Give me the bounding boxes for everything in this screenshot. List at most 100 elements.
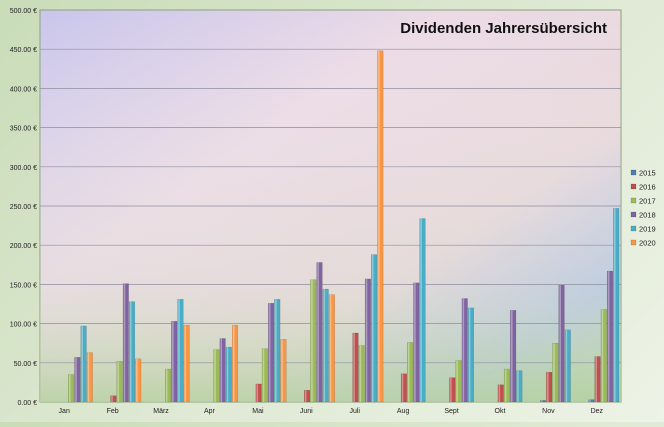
bar-highlight [378, 50, 380, 402]
bar-highlight [420, 218, 422, 402]
bar [358, 345, 365, 403]
bar [328, 294, 335, 403]
bar [497, 384, 504, 403]
bars [68, 50, 620, 403]
bar-highlight [546, 372, 549, 402]
bar [606, 270, 613, 403]
bar [364, 278, 371, 403]
bar-highlight [601, 309, 604, 402]
bar [539, 400, 546, 403]
bar [564, 329, 571, 403]
bar [588, 399, 595, 403]
bar-highlight [111, 395, 113, 402]
bar-highlight [262, 348, 265, 402]
bar-highlight [517, 370, 519, 402]
bar-highlight [553, 343, 555, 402]
bar-highlight [123, 283, 126, 402]
bar-highlight [504, 369, 507, 402]
legend-label: 2020 [639, 239, 656, 248]
bar [68, 374, 75, 403]
x-tick-label: Juni [300, 408, 313, 415]
bar [316, 262, 323, 403]
bar-highlight [323, 289, 326, 402]
y-tick-label: 350.00 € [10, 126, 37, 133]
bar-highlight [468, 307, 471, 402]
x-tick-label: Apr [204, 408, 216, 415]
bar-highlight [365, 278, 368, 402]
x-tick-label: Okt [495, 408, 506, 415]
chart-title: Dividenden Jahrersübersicht [400, 20, 607, 37]
legend-label: 2019 [639, 225, 656, 234]
legend-swatch [630, 183, 637, 190]
bar-highlight [117, 361, 120, 402]
y-tick-label: 100.00 € [10, 322, 37, 329]
x-tick-label: Feb [107, 408, 119, 415]
x-tick-label: Dez [591, 408, 604, 415]
legend-label: 2018 [639, 211, 656, 220]
bar [310, 279, 317, 403]
bar-highlight [450, 377, 452, 402]
bar-highlight [69, 374, 71, 402]
bar-highlight [407, 342, 410, 402]
x-axis-ticks: Jan Feb März Apr Mai Juni Juli Aug Sept Okt Nov Dez [59, 408, 604, 415]
bar [268, 303, 275, 403]
bar-highlight [401, 373, 404, 402]
bar [122, 283, 129, 403]
x-tick-label: Mai [252, 408, 264, 415]
bar-highlight [165, 369, 168, 402]
bar [129, 301, 136, 403]
y-tick-label: 250.00 € [10, 204, 37, 211]
bar-highlight [565, 329, 568, 402]
bar [232, 324, 239, 403]
bar-highlight [178, 299, 180, 402]
legend-swatch [630, 211, 637, 218]
legend-label: 2017 [639, 197, 656, 206]
bar-highlight [304, 390, 307, 402]
bar [461, 298, 468, 403]
x-tick-label: Aug [397, 408, 410, 415]
bar [413, 282, 420, 403]
bar-highlight [607, 271, 610, 402]
legend: 2015 2016 2017 2018 2019 2020 [630, 169, 656, 248]
bar [116, 361, 123, 403]
y-tick-label: 0.00 € [18, 400, 38, 407]
bar [80, 325, 87, 403]
x-tick-label: Jan [59, 408, 70, 415]
bar-highlight [311, 279, 313, 402]
bar-highlight [256, 383, 259, 402]
bar-highlight [275, 299, 277, 402]
legend-label: 2016 [639, 183, 656, 192]
bar-highlight [226, 347, 229, 402]
bar [261, 348, 268, 403]
bar [86, 352, 93, 403]
bar [546, 372, 553, 403]
bar-highlight [317, 262, 319, 402]
y-tick-label: 500.00 € [10, 8, 37, 15]
x-tick-label: Nov [542, 408, 555, 415]
bar-highlight [220, 338, 223, 402]
bar [377, 50, 384, 403]
bar-highlight [172, 321, 174, 402]
bar [110, 395, 117, 403]
bar [274, 299, 281, 403]
bar-highlight [540, 400, 543, 402]
bar [304, 390, 311, 403]
bar [419, 218, 426, 403]
y-tick-label: 50.00 € [14, 361, 37, 368]
bar-highlight [498, 384, 501, 402]
x-tick-label: Sept [444, 408, 458, 415]
y-tick-label: 300.00 € [10, 165, 37, 172]
bar-highlight [613, 208, 616, 402]
bar-highlight [589, 399, 591, 402]
bar [177, 299, 184, 403]
bar-highlight [268, 303, 271, 402]
bar [613, 208, 620, 403]
x-tick-label: Juli [349, 408, 360, 415]
gridlines [40, 48, 621, 364]
bar [558, 284, 565, 403]
bar [165, 368, 172, 403]
bar [280, 339, 287, 403]
bar-highlight [75, 357, 77, 402]
